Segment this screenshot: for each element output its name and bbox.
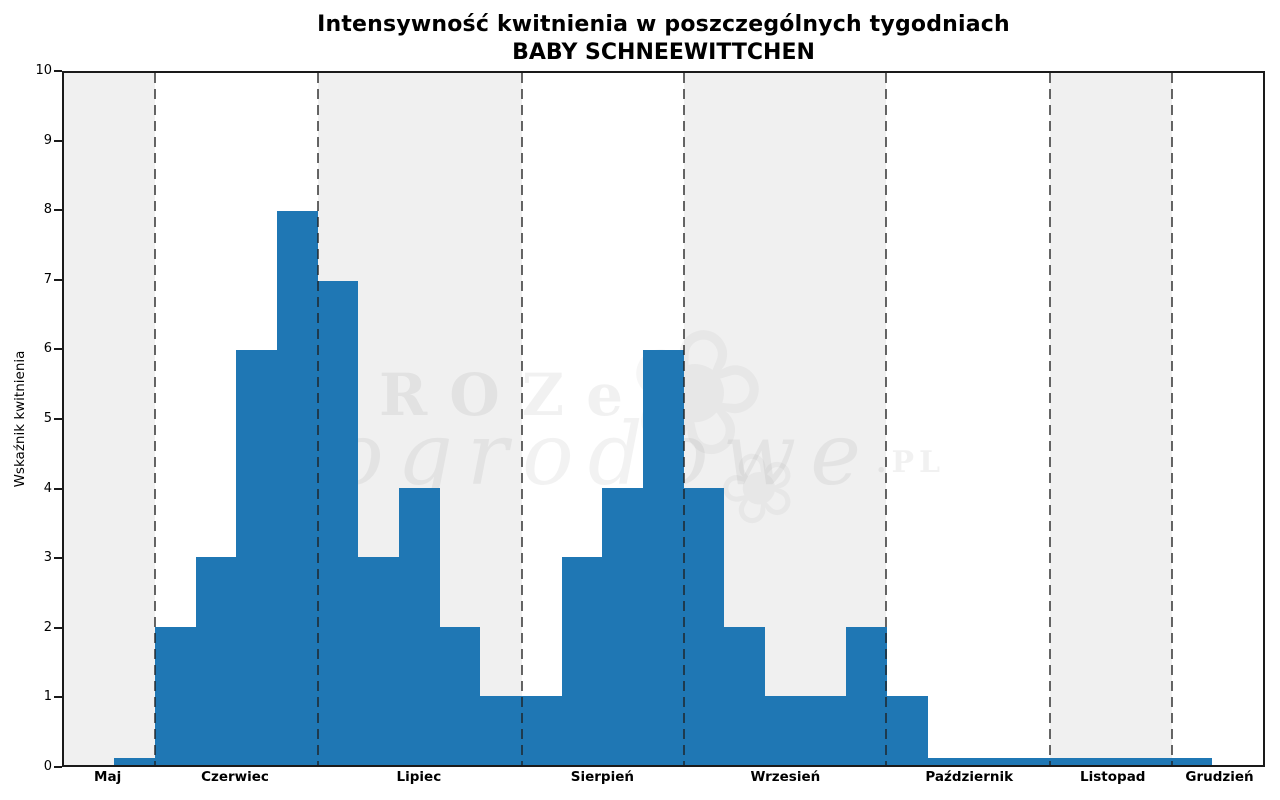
y-tick-label: 0 xyxy=(43,759,52,774)
month-band-maj xyxy=(64,73,155,765)
week-bar xyxy=(439,626,481,765)
y-tick-mark xyxy=(54,557,62,560)
x-month-label-listopad: Listopad xyxy=(1080,769,1146,785)
week-bar xyxy=(642,349,684,765)
week-bar xyxy=(846,626,887,765)
x-month-label-październik: Październik xyxy=(925,769,1014,785)
week-bar xyxy=(927,758,969,765)
y-tick-label: 8 xyxy=(43,202,52,218)
week-bar xyxy=(480,695,521,765)
week-bar xyxy=(358,557,399,765)
week-bar xyxy=(602,488,643,765)
y-tick-mark xyxy=(54,626,62,629)
week-bar xyxy=(764,695,806,765)
chart-title: Intensywność kwitnienia w poszczególnych… xyxy=(317,12,1010,37)
y-tick-label: 9 xyxy=(43,132,52,148)
x-month-label-sierpień: Sierpień xyxy=(570,769,634,785)
x-month-label-lipiec: Lipiec xyxy=(396,769,442,785)
month-separators-layer xyxy=(64,73,1263,765)
month-band-grudzień xyxy=(1172,73,1263,765)
plot-area: ❀ ❀ ROZe ogrodowe .PL xyxy=(62,71,1265,767)
week-bar xyxy=(520,695,562,765)
x-month-label-wrzesień: Wrzesień xyxy=(750,769,821,785)
y-tick-mark xyxy=(54,70,62,72)
week-bar xyxy=(236,349,277,765)
y-tick-label: 10 xyxy=(35,63,52,78)
y-tick-label: 4 xyxy=(43,480,52,496)
y-tick-label: 7 xyxy=(43,271,52,287)
y-tick-label: 5 xyxy=(43,411,52,426)
month-separator-line xyxy=(885,73,888,765)
y-tick-label: 3 xyxy=(43,550,52,566)
month-band-październik xyxy=(886,73,1051,765)
week-bar xyxy=(968,758,1009,765)
title-block: Intensywność kwitnienia w poszczególnych… xyxy=(62,10,1265,66)
week-bar xyxy=(683,488,725,765)
y-tick-label: 6 xyxy=(43,341,52,357)
y-tick-label: 2 xyxy=(43,619,52,635)
y-tick-mark xyxy=(54,348,62,351)
week-bar xyxy=(1090,758,1131,765)
y-tick-mark xyxy=(54,139,62,142)
month-separator-line xyxy=(1171,73,1174,765)
week-bar xyxy=(886,695,928,765)
week-bar xyxy=(1171,758,1213,765)
x-month-label-grudzień: Grudzień xyxy=(1185,769,1254,785)
week-bar xyxy=(114,758,155,765)
x-month-label-maj: Maj xyxy=(94,769,122,785)
week-bar xyxy=(154,626,196,765)
y-tick-label: 1 xyxy=(43,689,52,705)
week-bar xyxy=(398,488,440,765)
week-bar xyxy=(1049,758,1091,765)
week-bar xyxy=(1130,758,1172,765)
y-tick-mark xyxy=(54,487,62,490)
y-tick-mark xyxy=(54,766,62,768)
y-tick-mark xyxy=(54,209,62,212)
week-bar xyxy=(724,626,765,765)
month-separator-line xyxy=(1049,73,1052,765)
month-separator-line xyxy=(316,73,319,765)
y-tick-mark xyxy=(54,696,62,699)
y-tick-mark xyxy=(54,278,62,281)
week-bar xyxy=(561,557,603,765)
month-separator-line xyxy=(154,73,156,765)
bars-layer xyxy=(64,73,1263,765)
y-tick-mark xyxy=(54,418,62,420)
x-month-label-czerwiec: Czerwiec xyxy=(201,769,269,785)
week-bar xyxy=(276,211,318,765)
month-band-listopad xyxy=(1050,73,1173,765)
chart-subtitle: BABY SCHNEEWITTCHEN xyxy=(512,40,815,65)
week-bar xyxy=(805,695,847,765)
week-bar xyxy=(317,280,359,765)
week-bar xyxy=(1008,758,1050,765)
month-separator-line xyxy=(682,73,685,765)
month-separator-line xyxy=(520,73,523,765)
week-bar xyxy=(195,557,237,765)
